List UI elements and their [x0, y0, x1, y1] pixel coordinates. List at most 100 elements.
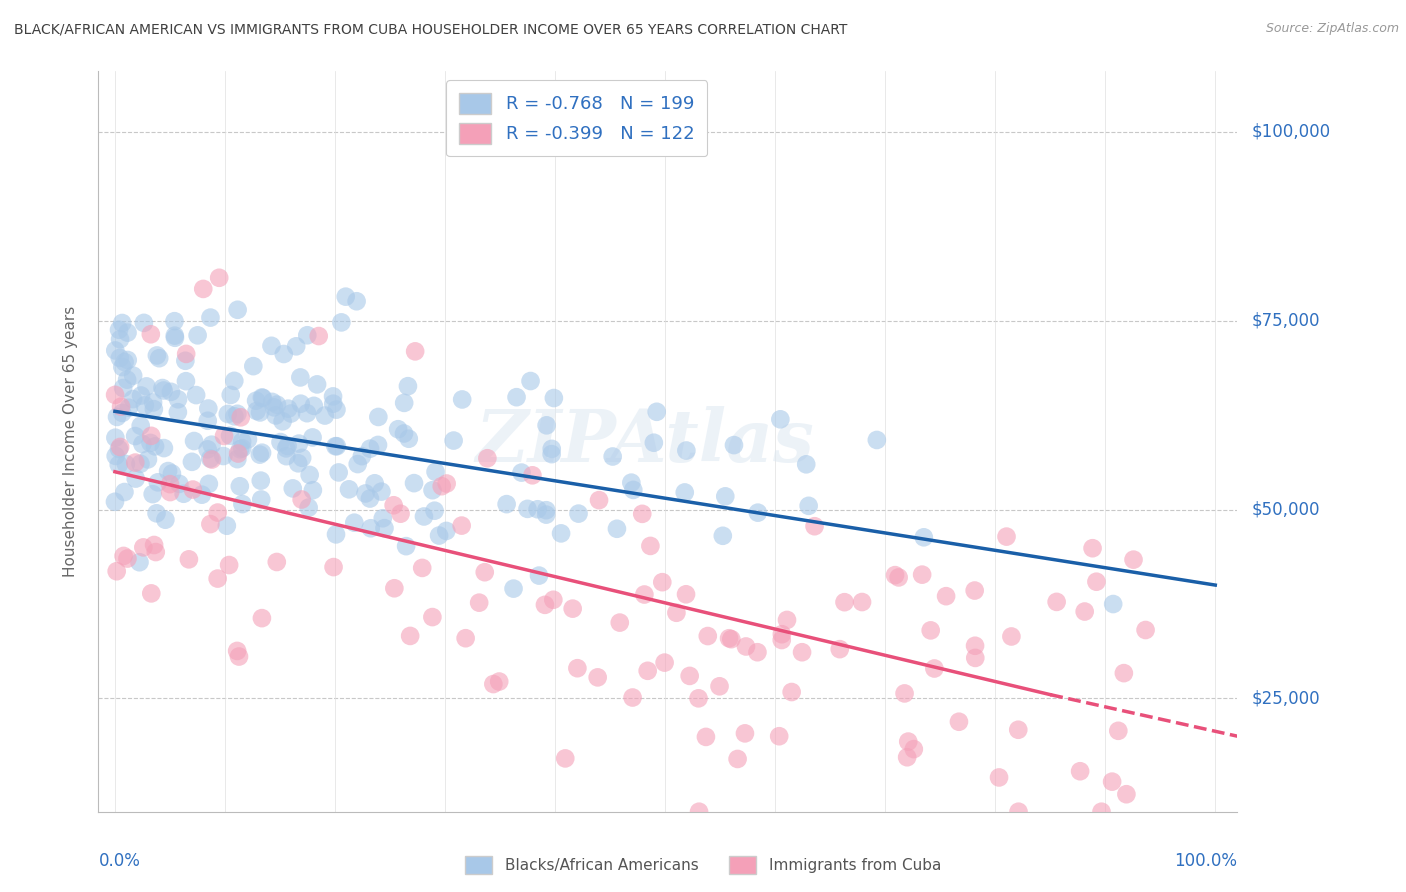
Point: [155, 513, 177, 527]
Point: [550, 526, 572, 541]
Point: [866, 433, 889, 447]
Point: [105, 564, 128, 578]
Point: [640, 539, 662, 553]
Text: BLACK/AFRICAN AMERICAN VS IMMIGRANTS FROM CUBA HOUSEHOLDER INCOME OVER 65 YEARS : BLACK/AFRICAN AMERICAN VS IMMIGRANTS FRO…: [14, 22, 848, 37]
Point: [346, 294, 368, 309]
Point: [396, 379, 419, 393]
Point: [285, 339, 308, 353]
Point: [197, 401, 219, 416]
Point: [896, 750, 918, 764]
Point: [226, 644, 249, 658]
Point: [1107, 723, 1129, 738]
Point: [112, 381, 135, 395]
Point: [536, 418, 558, 433]
Point: [430, 479, 453, 493]
Point: [122, 392, 145, 406]
Point: [948, 714, 970, 729]
Point: [124, 429, 146, 443]
Legend: R = -0.768   N = 199, R = -0.399   N = 122: R = -0.768 N = 199, R = -0.399 N = 122: [446, 80, 707, 156]
Point: [128, 555, 150, 569]
Text: ZIPAtlas: ZIPAtlas: [475, 406, 814, 477]
Point: [924, 661, 946, 675]
Point: [1102, 597, 1125, 611]
Point: [114, 355, 136, 369]
Point: [207, 572, 229, 586]
Point: [675, 587, 697, 601]
Point: [108, 323, 131, 337]
Point: [631, 507, 654, 521]
Point: [371, 511, 394, 525]
Point: [291, 492, 314, 507]
Point: [117, 353, 139, 368]
Point: [734, 726, 756, 740]
Point: [454, 631, 477, 645]
Point: [567, 661, 589, 675]
Point: [152, 381, 174, 395]
Point: [495, 497, 517, 511]
Point: [780, 685, 803, 699]
Point: [382, 498, 405, 512]
Point: [536, 503, 558, 517]
Point: [152, 384, 174, 398]
Point: [290, 370, 312, 384]
Point: [249, 474, 271, 488]
Point: [335, 290, 357, 304]
Point: [143, 538, 166, 552]
Point: [326, 439, 349, 453]
Point: [695, 730, 717, 744]
Text: $25,000: $25,000: [1251, 690, 1320, 707]
Point: [887, 570, 910, 584]
Point: [402, 476, 425, 491]
Text: $75,000: $75,000: [1251, 311, 1320, 330]
Point: [468, 596, 491, 610]
Point: [135, 379, 157, 393]
Point: [118, 401, 141, 415]
Point: [134, 398, 156, 412]
Point: [219, 388, 242, 402]
Point: [790, 645, 813, 659]
Point: [105, 409, 128, 424]
Point: [217, 407, 239, 421]
Point: [132, 541, 155, 555]
Point: [231, 434, 253, 449]
Point: [146, 348, 169, 362]
Point: [422, 610, 444, 624]
Point: [370, 484, 392, 499]
Point: [298, 467, 321, 482]
Point: [201, 438, 224, 452]
Point: [747, 506, 769, 520]
Point: [727, 752, 749, 766]
Point: [696, 629, 718, 643]
Point: [709, 679, 731, 693]
Point: [567, 507, 589, 521]
Point: [522, 468, 544, 483]
Point: [224, 374, 246, 388]
Point: [325, 402, 347, 417]
Point: [198, 476, 221, 491]
Point: [436, 476, 458, 491]
Point: [264, 409, 287, 423]
Point: [586, 670, 609, 684]
Point: [163, 328, 186, 343]
Point: [770, 627, 793, 641]
Point: [163, 331, 186, 345]
Point: [884, 568, 907, 582]
Point: [226, 302, 249, 317]
Point: [392, 426, 415, 441]
Point: [197, 442, 219, 457]
Point: [1073, 605, 1095, 619]
Point: [322, 397, 344, 411]
Point: [114, 485, 136, 500]
Point: [673, 485, 696, 500]
Point: [262, 395, 284, 409]
Point: [423, 504, 446, 518]
Point: [621, 483, 644, 497]
Point: [104, 449, 127, 463]
Point: [288, 436, 311, 450]
Point: [148, 351, 170, 366]
Point: [776, 613, 799, 627]
Point: [343, 516, 366, 530]
Point: [228, 649, 250, 664]
Point: [769, 412, 792, 426]
Point: [249, 448, 271, 462]
